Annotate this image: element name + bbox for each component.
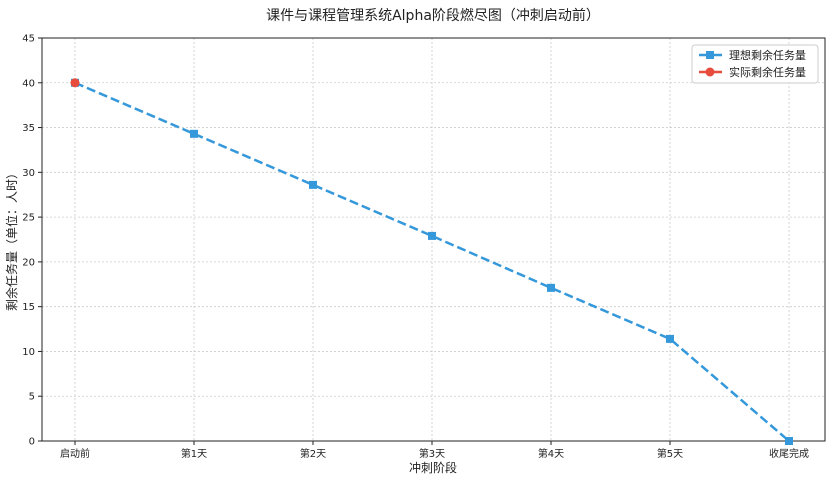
x-tick-label: 启动前 [60, 447, 90, 460]
y-tick-label: 20 [22, 257, 35, 268]
legend-label-ideal: 理想剩余任务量 [729, 48, 806, 62]
legend-swatch-ideal-marker [706, 51, 714, 59]
x-axis-label: 冲刺阶段 [409, 460, 457, 475]
legend-swatch-actual-marker [705, 67, 715, 77]
legend-label-actual: 实际剩余任务量 [729, 65, 806, 79]
legend-entry-actual: 实际剩余任务量 [699, 65, 806, 79]
y-tick-label: 10 [22, 347, 35, 358]
y-tick-label: 35 [22, 123, 35, 134]
y-axis-label: 剩余任务量（单位：人时） [4, 167, 19, 311]
x-tick-label: 第2天 [300, 447, 326, 460]
x-axis: 启动前 第1天 第2天 第3天 第4天 第5天 收尾完成 [60, 441, 809, 460]
x-tick-label: 第3天 [419, 447, 445, 460]
y-tick-label: 5 [29, 392, 35, 403]
chart-title: 课件与课程管理系统Alpha阶段燃尽图（冲刺启动前） [266, 7, 600, 24]
data-point-series-0 [547, 283, 555, 292]
data-point-series-0 [428, 231, 436, 240]
y-tick-label: 0 [29, 437, 35, 448]
y-tick-label: 15 [22, 302, 35, 313]
legend: 理想剩余任务量 实际剩余任务量 [691, 44, 819, 84]
plot-area-frame [41, 37, 826, 442]
data-point-series-0 [309, 180, 317, 189]
x-tick-label: 第5天 [657, 447, 683, 460]
x-tick-label: 第4天 [538, 447, 564, 460]
legend-box [691, 44, 819, 84]
y-tick-label: 30 [22, 168, 35, 179]
data-point-series-0 [190, 129, 198, 138]
data-point-series-0 [666, 334, 674, 343]
y-tick-label: 25 [22, 213, 35, 224]
x-tick-label: 第1天 [181, 447, 207, 460]
data-point-series-1 [70, 78, 80, 88]
y-tick-label: 45 [22, 34, 35, 45]
legend-entry-ideal: 理想剩余任务量 [699, 48, 806, 62]
y-tick-label: 40 [22, 78, 35, 89]
y-axis: 0 5 10 15 20 25 30 35 40 45 [22, 34, 42, 448]
series-layer [70, 78, 793, 445]
x-tick-label: 收尾完成 [769, 447, 809, 460]
data-point-series-0 [785, 437, 793, 445]
